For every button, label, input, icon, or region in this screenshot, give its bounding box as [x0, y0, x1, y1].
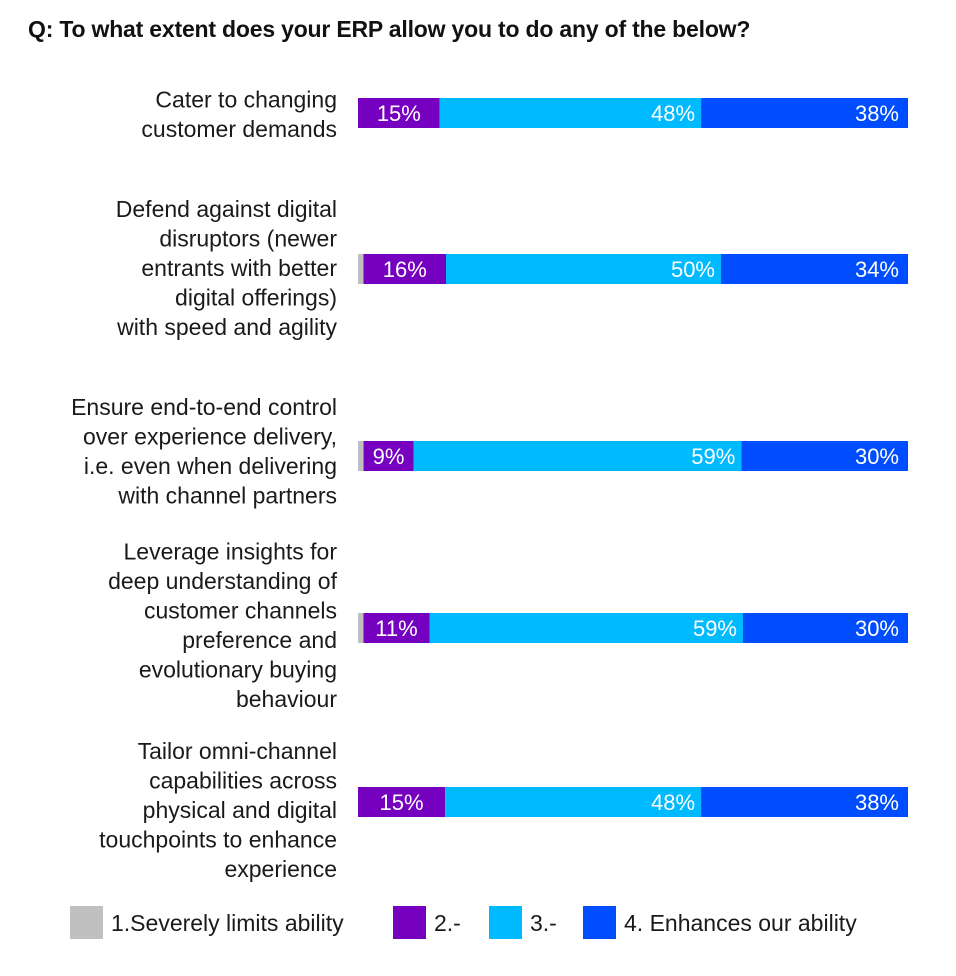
category-label-line: Cater to changing: [155, 86, 337, 112]
data-label: 59%: [693, 616, 737, 641]
bar-segment-3: [413, 441, 742, 471]
category-label-line: deep understanding of: [108, 568, 338, 594]
bar-segment-3: [445, 787, 702, 817]
bar-segment-4-enhances-our-ability: [701, 787, 908, 817]
data-label: 48%: [651, 790, 695, 815]
data-label: 38%: [855, 101, 899, 126]
data-label: 50%: [671, 257, 715, 282]
data-label: 9%: [373, 444, 405, 469]
category-label-line: Leverage insights for: [123, 538, 337, 564]
bar-segment-3: [439, 98, 702, 128]
category-label-line: with speed and agility: [116, 314, 337, 340]
bar-segment-3: [429, 613, 743, 643]
data-label: 30%: [855, 616, 899, 641]
bar-segment-1-severely-limits-ability: [358, 254, 364, 284]
chart-title: Q: To what extent does your ERP allow yo…: [28, 16, 751, 42]
bar-segment-1-severely-limits-ability: [358, 441, 364, 471]
bar-segment-2: [358, 98, 440, 128]
category-label: Leverage insights for deep understanding …: [108, 538, 338, 712]
bar-segment-2: [363, 441, 414, 471]
bar-segment-2: [363, 613, 430, 643]
category-label-line: with channel partners: [117, 482, 337, 508]
data-label: 59%: [691, 444, 735, 469]
bar-segment-4-enhances-our-ability: [701, 98, 908, 128]
bar-segment-4-enhances-our-ability: [741, 441, 908, 471]
data-label: 15%: [380, 790, 424, 815]
category-label: Defend against digital disruptors (newer e…: [116, 196, 338, 340]
category-label-line: disruptors (newer: [159, 226, 337, 252]
bar-segment-2: [363, 254, 446, 284]
category-label-line: over experience delivery,: [83, 423, 337, 449]
legend-label: 3.-: [530, 910, 557, 936]
category-label-line: digital offerings): [175, 285, 337, 311]
bar-segment-2: [358, 787, 446, 817]
category-label-line: Tailor omni-channel: [138, 738, 337, 764]
category-label-line: preference and: [182, 627, 337, 653]
data-label: 30%: [855, 444, 899, 469]
category-label: Ensure end-to-end control over experience…: [71, 394, 337, 509]
category-label-line: i.e. even when delivering: [84, 453, 337, 479]
category-label: Tailor omni-channel capabilities across ph…: [99, 738, 337, 882]
category-label-line: evolutionary buying: [139, 656, 337, 682]
bar-segment-4-enhances-our-ability: [743, 613, 908, 643]
legend-swatch: [70, 906, 103, 939]
category-label-line: customer channels: [144, 597, 337, 623]
data-label: 34%: [855, 257, 899, 282]
legend-swatch: [393, 906, 426, 939]
category-label-line: behaviour: [236, 686, 337, 712]
legend-label: 2.-: [434, 910, 461, 936]
legend-swatch: [489, 906, 522, 939]
bar-segment-1-severely-limits-ability: [358, 613, 364, 643]
category-label-line: capabilities across: [149, 768, 337, 794]
category-label-line: customer demands: [141, 116, 337, 142]
bar-segment-4-enhances-our-ability: [721, 254, 908, 284]
category-label-line: Ensure end-to-end control: [71, 394, 337, 420]
data-label: 38%: [855, 790, 899, 815]
legend-label: 4. Enhances our ability: [624, 910, 857, 936]
category-label-line: experience: [224, 856, 337, 882]
data-label: 48%: [651, 101, 695, 126]
data-label: 15%: [377, 101, 421, 126]
legend-label: 1.Severely limits ability: [111, 910, 344, 936]
data-label: 11%: [375, 616, 417, 641]
bar-segment-3: [446, 254, 721, 284]
category-label-line: physical and digital: [143, 797, 337, 823]
category-label-line: touchpoints to enhance: [99, 827, 337, 853]
legend-swatch: [583, 906, 616, 939]
category-label: Cater to changing customer demands: [141, 86, 337, 142]
category-label-line: entrants with better: [141, 255, 337, 281]
category-label-line: Defend against digital: [116, 196, 337, 222]
data-label: 16%: [383, 257, 427, 282]
